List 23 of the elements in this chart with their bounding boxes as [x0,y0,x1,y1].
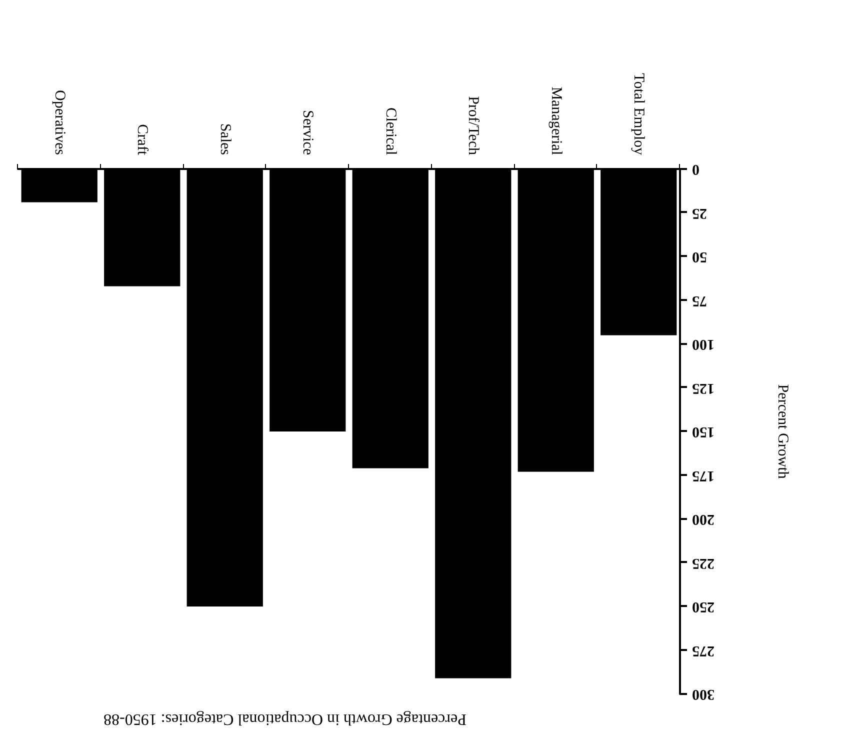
y-tick-label: 100 [692,336,714,352]
y-tick-label: 25 [692,204,707,221]
y-tick-label: 250 [692,598,714,614]
x-tick-label: Operatives [51,90,68,156]
x-tick-label: Clerical [382,108,398,155]
y-tick-label: 150 [692,424,714,440]
y-tick-label: 225 [692,554,714,571]
x-tick-label: Total Employ [630,73,647,156]
y-tick-label: 275 [692,642,714,658]
y-tick-label: 75 [692,292,707,308]
y-tick-label: 300 [692,686,714,702]
x-tick-label: Managerial [548,86,564,155]
x-tick-label: Service [300,110,316,156]
x-tick-label: Sales [216,123,233,156]
x-tick-label: Prof/Tech [465,96,482,156]
y-axis-title: Percent Growth [774,384,790,480]
y-tick-label: 50 [692,248,707,264]
y-tick-label: 200 [692,511,714,527]
y-tick-label: 0 [692,161,700,177]
x-tick-label: Craft [134,124,150,156]
y-tick-label: 125 [692,380,714,396]
y-tick-label: 175 [692,467,714,484]
text: Percentage Growth in Occupational Categories: 1950-88 [104,710,466,728]
